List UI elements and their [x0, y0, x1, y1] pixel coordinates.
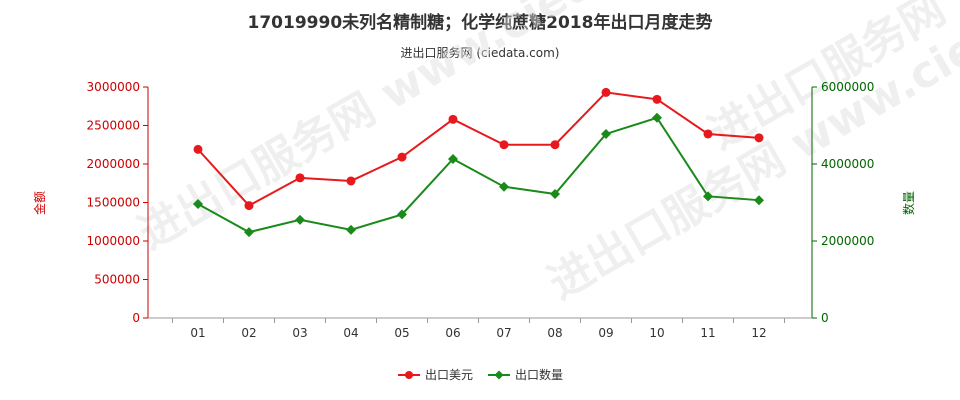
data-point	[295, 214, 305, 225]
right-tick-label: 4000000	[821, 157, 874, 171]
data-point	[703, 129, 713, 139]
right-tick-label: 2000000	[821, 234, 874, 248]
data-point	[550, 140, 560, 150]
data-point	[448, 114, 458, 124]
data-point	[244, 201, 254, 211]
data-point	[550, 189, 560, 200]
left-axis-title: 金额	[32, 191, 47, 215]
data-point	[295, 173, 305, 183]
x-tick-label: 11	[700, 326, 715, 340]
series-line	[197, 116, 760, 234]
data-point	[244, 227, 254, 238]
left-tick-label: 2000000	[87, 157, 140, 171]
series-layer	[193, 87, 764, 238]
x-tick-label: 06	[445, 326, 460, 340]
x-tick-label: 08	[547, 326, 562, 340]
x-tick-label: 10	[649, 326, 664, 340]
legend-marker	[405, 371, 413, 379]
x-tick-label: 12	[751, 326, 766, 340]
right-axis-title: 数量	[901, 191, 916, 215]
data-point	[601, 128, 611, 139]
data-point	[193, 199, 203, 210]
x-tick-label: 05	[394, 326, 409, 340]
left-tick-label: 2500000	[87, 119, 140, 133]
data-point	[499, 140, 509, 150]
left-tick-label: 1000000	[87, 234, 140, 248]
chart-title: 17019990未列名精制糖；化学纯蔗糖2018年出口月度走势	[247, 13, 713, 33]
legend-label: 出口美元	[425, 368, 473, 382]
x-tick-label: 02	[241, 326, 256, 340]
right-tick-label: 0	[821, 311, 829, 325]
data-point	[346, 176, 356, 186]
x-tick-label: 03	[292, 326, 307, 340]
data-point	[754, 133, 764, 143]
right-tick-label: 6000000	[821, 80, 874, 94]
data-point	[397, 152, 407, 162]
left-tick-label: 500000	[94, 273, 140, 287]
data-point	[652, 112, 662, 123]
data-point	[652, 94, 662, 104]
data-point	[499, 181, 509, 192]
legend-label: 出口数量	[515, 367, 563, 382]
series-line	[197, 91, 760, 207]
left-tick-label: 1500000	[87, 196, 140, 210]
axes-layer: 0 500000 1000000 1500000 2000000 2500000 30000…	[32, 80, 916, 340]
data-point	[397, 209, 407, 220]
data-point	[346, 224, 356, 235]
data-point	[601, 87, 611, 97]
x-tick-label: 07	[496, 326, 511, 340]
legend-marker	[494, 370, 504, 380]
x-tick-label: 01	[190, 326, 205, 340]
x-tick-label: 04	[343, 326, 358, 340]
left-tick-label: 0	[132, 311, 140, 325]
legend: 出口美元 出口数量	[398, 367, 563, 382]
data-point	[754, 195, 764, 206]
data-point	[703, 191, 713, 202]
left-tick-label: 3000000	[87, 80, 140, 94]
data-point	[193, 144, 203, 154]
chart-subtitle: 进出口服务网 (ciedata.com)	[400, 46, 560, 60]
data-point	[448, 153, 458, 164]
x-tick-label: 09	[598, 326, 613, 340]
